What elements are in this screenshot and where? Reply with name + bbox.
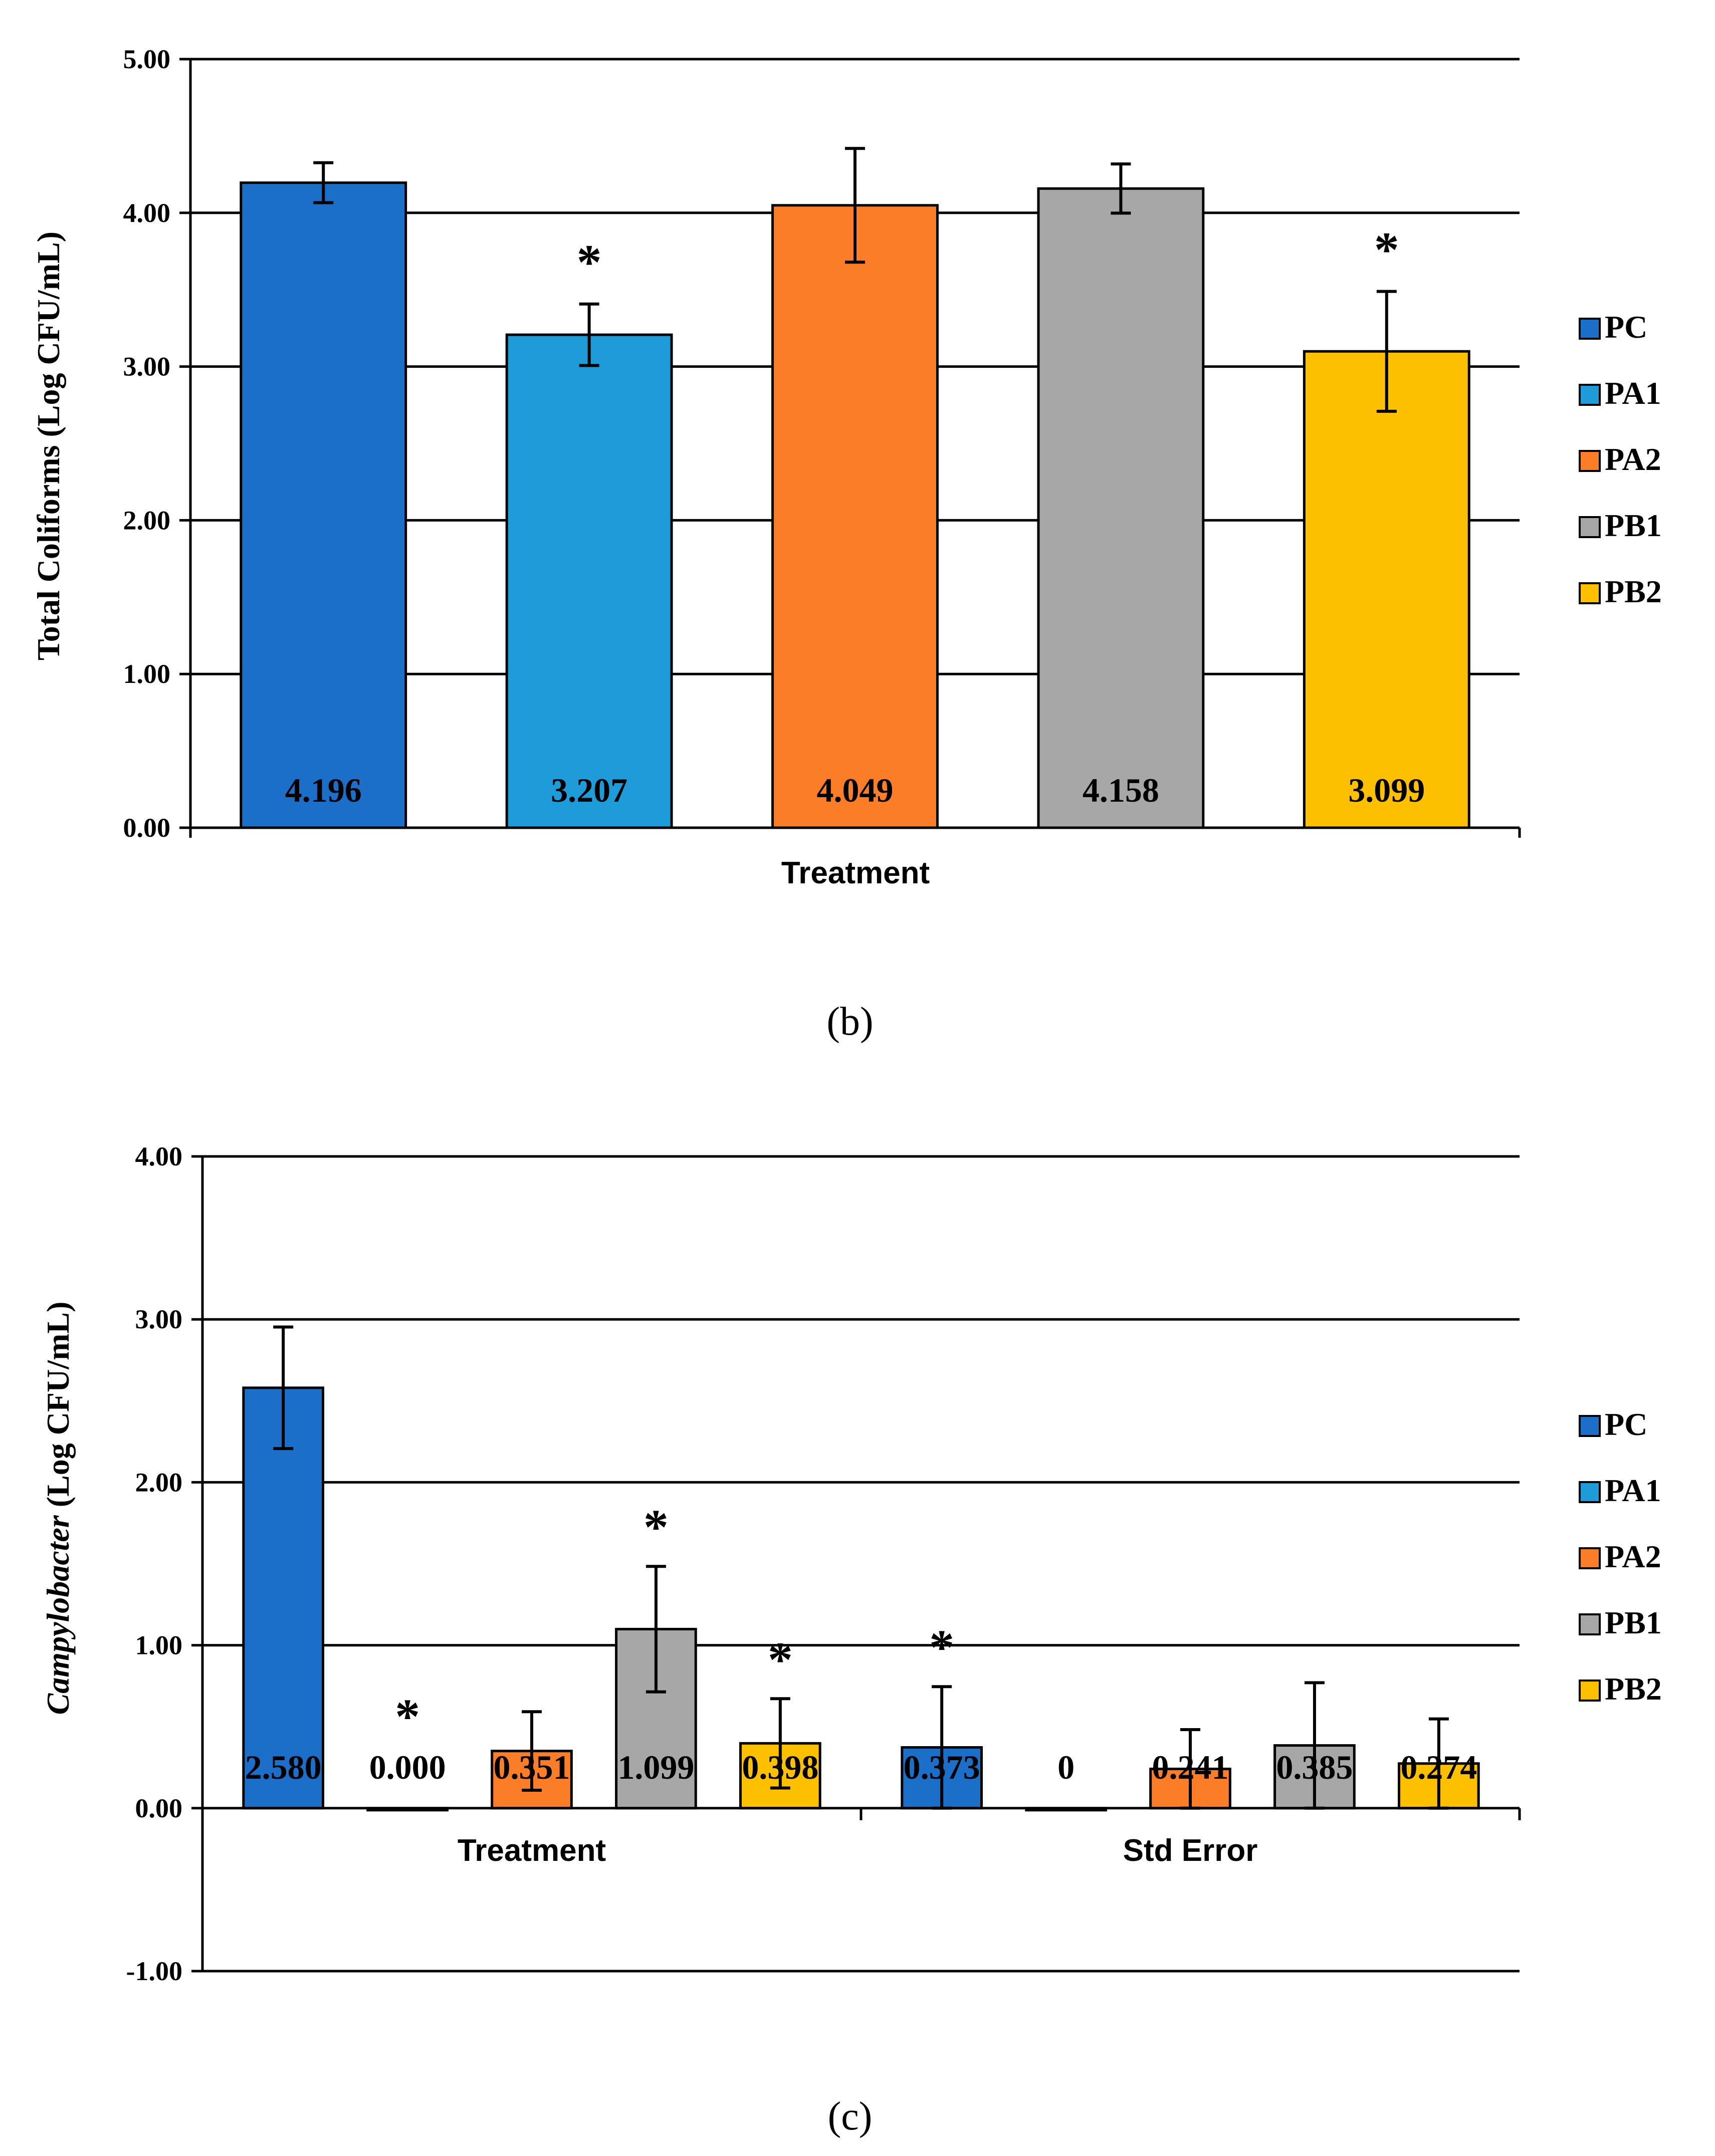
legend-label-pb1: PB1 bbox=[1605, 1605, 1662, 1640]
y-tick-label: 5.00 bbox=[123, 44, 171, 74]
legend-swatch-pc bbox=[1579, 318, 1601, 340]
bar-pc bbox=[240, 181, 407, 829]
legend-swatch-pb2 bbox=[1579, 582, 1601, 604]
legend: PC PA1 PA2 PB1 PB2 bbox=[1579, 309, 1662, 609]
y-axis-title: Campylobacter (Log CFU/mL) bbox=[40, 1302, 76, 1715]
bar-pb2 bbox=[1303, 350, 1470, 829]
significance-marker: * bbox=[644, 1499, 669, 1555]
caption-b: (b) bbox=[826, 1000, 873, 1044]
legend: PC PA1 PA2 PB1 PB2 bbox=[1579, 1406, 1662, 1707]
bar-pa1 bbox=[505, 333, 673, 829]
legend-swatch-pa1 bbox=[1579, 384, 1601, 406]
y-tick-label: 1.00 bbox=[135, 1630, 183, 1660]
y-tick-label: 2.00 bbox=[135, 1467, 183, 1497]
legend-label-pa2: PA2 bbox=[1605, 441, 1661, 477]
legend-label-pc: PC bbox=[1605, 1406, 1647, 1442]
category-labels: Treatment Std Error bbox=[458, 1833, 1258, 1868]
legend-swatch-pc bbox=[1579, 1415, 1601, 1437]
legend-label-pa2: PA2 bbox=[1605, 1539, 1661, 1574]
data-label-pc: 4.196 bbox=[285, 771, 362, 809]
legend-swatch-pa2 bbox=[1579, 1547, 1601, 1569]
y-axis-title-italic: Campylobacter bbox=[40, 1515, 76, 1715]
bars bbox=[242, 1325, 1480, 1812]
data-labels: 4.196 3.207 * 4.049 4.158 3.099 * bbox=[285, 222, 1425, 809]
data-label-pb2: 0.274 bbox=[1400, 1748, 1477, 1786]
y-tick-label: 3.00 bbox=[135, 1304, 183, 1334]
y-axis-title: Total Coliforms (Log CFU/mL) bbox=[31, 231, 66, 660]
legend-swatch-pb2 bbox=[1579, 1680, 1601, 1702]
data-label-pa2: 4.049 bbox=[817, 771, 894, 809]
significance-marker: * bbox=[1374, 222, 1399, 278]
legend-label-pb2: PB2 bbox=[1605, 574, 1662, 609]
chart-total-coliforms: 0.00 1.00 2.00 3.00 4.00 5.00 4.196 3.207 * 4.04… bbox=[31, 44, 1662, 1044]
legend-label-pa1: PA1 bbox=[1605, 1473, 1661, 1508]
data-label-pb2: 3.099 bbox=[1348, 771, 1425, 809]
bars bbox=[240, 147, 1470, 829]
x-axis-category-label: Treatment bbox=[781, 856, 930, 890]
legend-swatch-pa1 bbox=[1579, 1481, 1601, 1503]
legend-swatch-pb1 bbox=[1579, 516, 1601, 538]
y-tick-label: 2.00 bbox=[123, 505, 171, 535]
legend-label-pb1: PB1 bbox=[1605, 508, 1662, 543]
y-tick-label: 1.00 bbox=[123, 659, 171, 689]
data-label-pc: 0.373 bbox=[904, 1748, 980, 1786]
data-label-pa1: 0 bbox=[1057, 1748, 1075, 1786]
y-tick-label: 0.00 bbox=[135, 1793, 183, 1823]
category-label: Treatment bbox=[458, 1833, 606, 1868]
y-tick-label: 0.00 bbox=[123, 813, 171, 843]
significance-marker: * bbox=[768, 1631, 793, 1687]
gridlines bbox=[202, 1155, 1520, 1973]
y-axis-title-rest: (Log CFU/mL) bbox=[40, 1302, 76, 1516]
data-label-pb1: 4.158 bbox=[1083, 771, 1159, 809]
legend-label-pa1: PA1 bbox=[1605, 375, 1661, 411]
data-label-pb1: 0.385 bbox=[1276, 1748, 1353, 1786]
y-tick-label: -1.00 bbox=[126, 1956, 182, 1986]
y-tick-label: 3.00 bbox=[123, 352, 171, 382]
significance-marker: * bbox=[395, 1689, 420, 1744]
legend-label-pc: PC bbox=[1605, 309, 1647, 345]
data-label-pb2: 0.398 bbox=[742, 1748, 818, 1786]
significance-marker: * bbox=[577, 234, 602, 290]
legend-swatch-pb1 bbox=[1579, 1613, 1601, 1635]
axes: -1.00 0.00 1.00 2.00 3.00 4.00 bbox=[126, 1141, 1521, 1986]
legend-label-pb2: PB2 bbox=[1605, 1671, 1662, 1707]
data-label-pa2: 0.351 bbox=[494, 1748, 570, 1786]
bar-pc bbox=[242, 1386, 324, 1810]
legend-swatch-pa2 bbox=[1579, 450, 1601, 472]
data-label-pb1: 1.099 bbox=[617, 1748, 694, 1786]
y-tick-label: 4.00 bbox=[135, 1141, 183, 1171]
bar-pb1 bbox=[1037, 187, 1205, 829]
y-tick-label: 4.00 bbox=[123, 198, 171, 228]
caption-c: (c) bbox=[828, 2094, 873, 2138]
data-labels: 2.580 0.000 * 0.351 1.099 * 0.398 * 0.373 * 0 0.241… bbox=[245, 1499, 1477, 1786]
data-label-pa1: 0.000 bbox=[369, 1748, 446, 1786]
data-label-pa1: 3.207 bbox=[551, 771, 627, 809]
bar-pa2 bbox=[771, 204, 939, 829]
chart-campylobacter: -1.00 0.00 1.00 2.00 3.00 4.00 2.580 0.000 * 0.3… bbox=[40, 1141, 1662, 2138]
significance-marker: * bbox=[929, 1619, 954, 1675]
data-label-pa2: 0.241 bbox=[1152, 1748, 1229, 1786]
axes: 0.00 1.00 2.00 3.00 4.00 5.00 bbox=[123, 44, 1521, 843]
category-label: Std Error bbox=[1123, 1833, 1258, 1868]
data-label-pc: 2.580 bbox=[245, 1748, 322, 1786]
